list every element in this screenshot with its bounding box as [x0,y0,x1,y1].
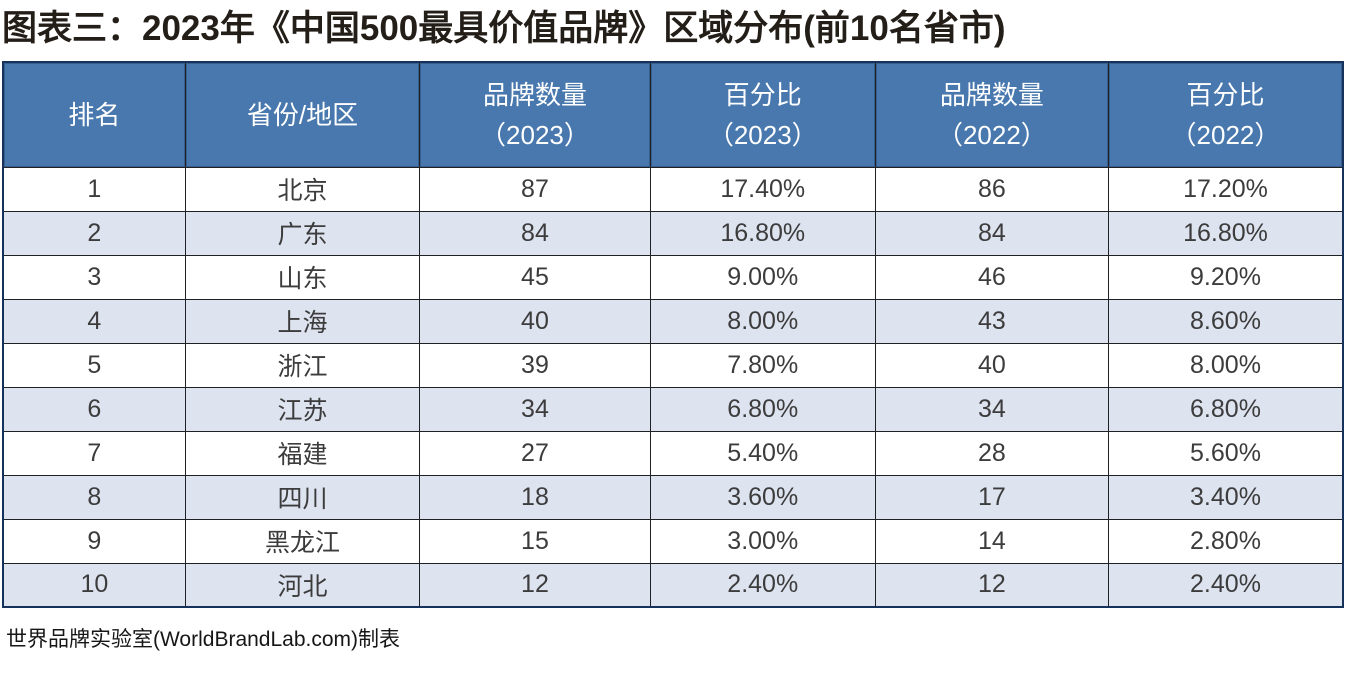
percent-2022-cell: 5.60% [1107,430,1344,476]
count-2022-cell: 17 [874,474,1109,520]
province-cell: 北京 [184,166,421,212]
percent-2023-cell: 6.80% [649,386,876,432]
column-header-percentage-2023: 百分比 （2023） [649,61,876,168]
table-row: 5 浙江 39 7.80% 40 8.00% [2,342,1344,388]
table-row: 1 北京 87 17.40% 86 17.20% [2,166,1344,212]
count-2023-cell: 12 [419,562,651,608]
column-header-label: 排名 [68,99,121,130]
rank-cell: 1 [2,166,186,212]
count-2022-cell: 84 [874,210,1109,256]
column-header-label: 百分比 [723,79,802,110]
percent-2022-cell: 16.80% [1107,210,1344,256]
percent-2023-cell: 16.80% [649,210,876,256]
data-table: 排名 省份/地区 品牌数量 （2023） 百分比 （2023） 品牌数量 （20… [2,61,1344,608]
column-header-label: 品牌数量 [482,79,587,110]
province-cell: 福建 [184,430,421,476]
percent-2022-cell: 8.60% [1107,298,1344,344]
province-cell: 上海 [184,298,421,344]
column-header-percentage-2022: 百分比 （2022） [1107,61,1344,168]
province-cell: 河北 [184,562,421,608]
table-row: 4 上海 40 8.00% 43 8.60% [2,298,1344,344]
rank-cell: 7 [2,430,186,476]
percent-2023-cell: 3.00% [649,518,876,564]
column-header-label: 品牌数量 [939,79,1044,110]
province-cell: 黑龙江 [184,518,421,564]
rank-cell: 3 [2,254,186,300]
percent-2022-cell: 17.20% [1107,166,1344,212]
header-row: 排名 省份/地区 品牌数量 （2023） 百分比 （2023） 品牌数量 （20… [2,61,1344,168]
count-2023-cell: 39 [419,342,651,388]
rank-cell: 10 [2,562,186,608]
column-header-sublabel: （2023） [707,119,818,150]
count-2022-cell: 40 [874,342,1109,388]
percent-2023-cell: 9.00% [649,254,876,300]
rank-cell: 6 [2,386,186,432]
percent-2023-cell: 3.60% [649,474,876,520]
column-header-label: 百分比 [1186,79,1265,110]
count-2022-cell: 14 [874,518,1109,564]
column-header-sublabel: （2022） [936,119,1047,150]
count-2023-cell: 15 [419,518,651,564]
column-header-sublabel: （2022） [1170,119,1281,150]
source-note: 世界品牌实验室(WorldBrandLab.com)制表 [6,628,401,651]
count-2023-cell: 34 [419,386,651,432]
province-cell: 广东 [184,210,421,256]
rank-cell: 4 [2,298,186,344]
count-2022-cell: 86 [874,166,1109,212]
count-2022-cell: 34 [874,386,1109,432]
percent-2022-cell: 6.80% [1107,386,1344,432]
rank-cell: 5 [2,342,186,388]
count-2023-cell: 27 [419,430,651,476]
count-2022-cell: 43 [874,298,1109,344]
count-2022-cell: 28 [874,430,1109,476]
count-2022-cell: 46 [874,254,1109,300]
percent-2023-cell: 7.80% [649,342,876,388]
count-2023-cell: 87 [419,166,651,212]
column-header-province: 省份/地区 [184,61,421,168]
province-cell: 山东 [184,254,421,300]
percent-2023-cell: 8.00% [649,298,876,344]
column-header-sublabel: （2023） [480,119,590,150]
table-row: 7 福建 27 5.40% 28 5.60% [2,430,1344,476]
rank-cell: 2 [2,210,186,256]
province-cell: 四川 [184,474,421,520]
province-cell: 浙江 [184,342,421,388]
chart-title: 图表三：2023年《中国500最具价值品牌》区域分布(前10名省市) [2,9,1006,48]
column-header-brand-count-2023: 品牌数量 （2023） [419,61,651,168]
column-header-label: 省份/地区 [246,99,359,130]
percent-2022-cell: 2.80% [1107,518,1344,564]
percent-2022-cell: 9.20% [1107,254,1344,300]
column-header-rank: 排名 [2,61,186,168]
table-row: 8 四川 18 3.60% 17 3.40% [2,474,1344,520]
percent-2022-cell: 2.40% [1107,562,1344,608]
rank-cell: 9 [2,518,186,564]
table-row: 2 广东 84 16.80% 84 16.80% [2,210,1344,256]
count-2023-cell: 40 [419,298,651,344]
table-row: 9 黑龙江 15 3.00% 14 2.80% [2,518,1344,564]
count-2023-cell: 45 [419,254,651,300]
count-2022-cell: 12 [874,562,1109,608]
percent-2023-cell: 5.40% [649,430,876,476]
table-row: 3 山东 45 9.00% 46 9.20% [2,254,1344,300]
percent-2023-cell: 2.40% [649,562,876,608]
count-2023-cell: 84 [419,210,651,256]
table-row: 6 江苏 34 6.80% 34 6.80% [2,386,1344,432]
percent-2022-cell: 3.40% [1107,474,1344,520]
rank-cell: 8 [2,474,186,520]
count-2023-cell: 18 [419,474,651,520]
percent-2022-cell: 8.00% [1107,342,1344,388]
table-row: 10 河北 12 2.40% 12 2.40% [2,562,1344,608]
percent-2023-cell: 17.40% [649,166,876,212]
column-header-brand-count-2022: 品牌数量 （2022） [874,61,1109,168]
province-cell: 江苏 [184,386,421,432]
